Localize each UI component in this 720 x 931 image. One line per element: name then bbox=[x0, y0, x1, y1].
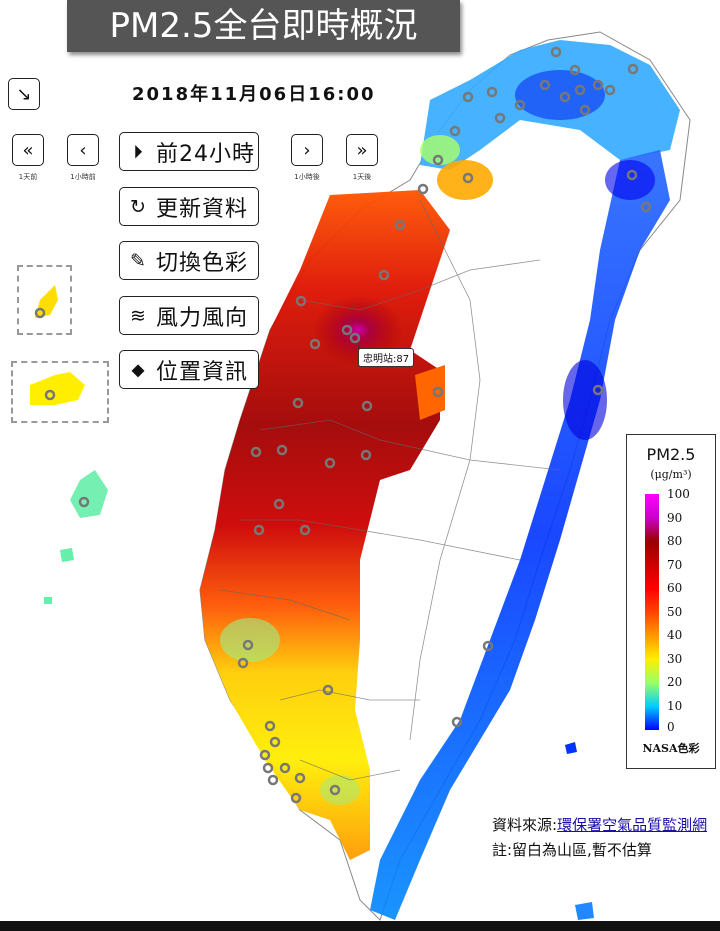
legend-tick: 30 bbox=[667, 652, 683, 666]
paint-brush-icon: ✎ bbox=[130, 249, 146, 272]
legend-tick: 20 bbox=[667, 675, 683, 689]
collapse-button[interactable]: ↘ bbox=[8, 78, 40, 110]
play-24h-label: 前24小時 bbox=[156, 141, 255, 167]
day-back-button[interactable]: « bbox=[12, 134, 44, 166]
legend-color-bar bbox=[645, 494, 659, 730]
switch-color-button[interactable]: ✎ 切換色彩 bbox=[119, 241, 259, 280]
hour-forward-label: 1小時後 bbox=[294, 173, 320, 181]
day-back-label: 1天前 bbox=[18, 173, 38, 181]
data-source-prefix: 資料來源: bbox=[492, 816, 558, 834]
legend-tick: 50 bbox=[667, 605, 683, 619]
refresh-icon: ↻ bbox=[130, 195, 146, 218]
double-chevron-left-icon: « bbox=[22, 139, 34, 161]
location-button[interactable]: ⬥ 位置資訊 bbox=[119, 350, 259, 389]
legend-footer: NASA色彩 bbox=[642, 742, 700, 755]
hour-back-label: 1小時前 bbox=[70, 173, 96, 181]
legend-tick: 0 bbox=[667, 720, 675, 734]
refresh-label: 更新資料 bbox=[156, 196, 249, 222]
data-source-link[interactable]: 環保署空氣品質監測網 bbox=[557, 816, 708, 834]
pm25-legend: PM2.5 (μg/m³) 100 90 80 70 60 50 40 30 2… bbox=[626, 434, 716, 769]
legend-title: PM2.5 bbox=[646, 445, 696, 464]
chevron-right-icon: › bbox=[303, 139, 311, 161]
data-source: 資料來源:環保署空氣品質監測網 bbox=[492, 814, 707, 835]
legend-unit: (μg/m³) bbox=[650, 468, 692, 481]
day-forward-button[interactable]: » bbox=[346, 134, 378, 166]
refresh-button[interactable]: ↻ 更新資料 bbox=[119, 187, 259, 226]
datetime-label: 2018年11月06日16:00 bbox=[132, 84, 376, 105]
switch-color-label: 切換色彩 bbox=[156, 250, 249, 276]
legend-tick: 100 bbox=[667, 487, 690, 501]
collapse-arrow-icon: ↘ bbox=[16, 83, 32, 105]
chevron-left-icon: ‹ bbox=[79, 139, 87, 161]
wind-button[interactable]: ≋ 風力風向 bbox=[119, 296, 259, 335]
station-tooltip: 忠明站:87 bbox=[358, 348, 415, 367]
legend-tick: 60 bbox=[667, 581, 683, 595]
bottom-bar bbox=[0, 921, 720, 931]
mountain-note: 註:留白為山區,暫不估算 bbox=[492, 841, 652, 859]
matsu-inset[interactable] bbox=[17, 265, 72, 335]
legend-tick: 70 bbox=[667, 558, 683, 572]
legend-tick: 90 bbox=[667, 511, 683, 525]
hour-forward-button[interactable]: › bbox=[291, 134, 323, 166]
wind-icon: ≋ bbox=[130, 304, 146, 327]
hour-back-button[interactable]: ‹ bbox=[67, 134, 99, 166]
wind-label: 風力風向 bbox=[156, 305, 249, 331]
page-title: PM2.5全台即時概況 bbox=[67, 0, 460, 52]
legend-tick: 80 bbox=[667, 534, 683, 548]
legend-tick: 40 bbox=[667, 628, 683, 642]
play-circle-icon: ⏵ bbox=[133, 140, 143, 163]
legend-tick: 10 bbox=[667, 699, 683, 713]
kinmen-inset[interactable] bbox=[11, 361, 109, 423]
location-label: 位置資訊 bbox=[156, 359, 249, 385]
map-pin-icon: ⬥ bbox=[131, 358, 145, 381]
double-chevron-right-icon: » bbox=[356, 139, 368, 161]
play-24h-button[interactable]: ⏵ 前24小時 bbox=[119, 132, 259, 171]
day-forward-label: 1天後 bbox=[352, 173, 372, 181]
